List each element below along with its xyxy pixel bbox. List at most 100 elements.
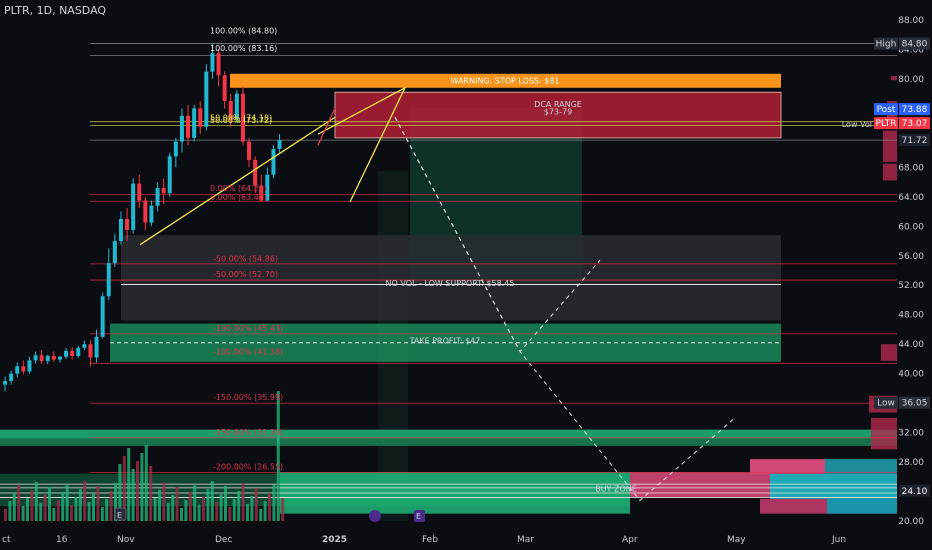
volume-bar [184, 500, 188, 521]
fib-label: -100.00% (41.38) [213, 348, 283, 357]
volume-bar [206, 489, 210, 521]
volume-bar [127, 448, 131, 521]
volume-bar [92, 494, 95, 521]
cursor-value-box [899, 484, 930, 497]
post-value: 73.88 [902, 105, 928, 115]
volume-bar [171, 495, 175, 521]
candle-body [112, 241, 117, 264]
candle-body [222, 75, 227, 102]
volume-bar [43, 495, 47, 521]
low-vol-value-box [899, 134, 930, 147]
fib-label: 50.00% (73.72) [210, 116, 272, 125]
symbol-label-box [874, 117, 898, 130]
candle-body [39, 355, 44, 362]
candle-body [216, 53, 221, 76]
volume-bar [34, 482, 38, 521]
volume-bar [56, 500, 60, 521]
volume-bar [215, 502, 219, 521]
volume-bar [21, 506, 25, 521]
candle-body [259, 185, 264, 201]
price-tick-label: 40.00 [898, 370, 924, 380]
low-vol-label: Low Vol [842, 120, 872, 129]
volume-bar [118, 464, 122, 521]
volume-bar [250, 496, 254, 521]
high-value-box [899, 37, 930, 50]
candle-body [118, 218, 123, 242]
time-tick-label: 16 [56, 535, 68, 545]
volume-bar [136, 461, 139, 521]
price-tick-label: 20.00 [898, 517, 924, 527]
candle-body [64, 350, 69, 357]
volume-bar [193, 484, 197, 521]
candle-body [131, 183, 136, 230]
candle-body [192, 108, 197, 138]
volume-bar [8, 501, 12, 521]
candle-body [57, 356, 62, 360]
candle-body [228, 101, 233, 120]
candle-body [210, 53, 215, 72]
price-tick-label: 60.00 [898, 222, 924, 232]
low-value-box [899, 396, 930, 409]
price-tick-label: 84.00 [898, 45, 924, 55]
low-value: 36.05 [902, 399, 928, 409]
candle-body [247, 141, 252, 160]
time-tick-label: May [727, 535, 746, 545]
candle-body [51, 355, 56, 360]
cursor-value: 24.10 [902, 487, 928, 497]
wedge-lines [317, 86, 407, 203]
volume-bar [140, 453, 144, 521]
symbol-label: PLTR [876, 119, 897, 129]
candle-body [100, 296, 105, 337]
volume-bar [131, 469, 135, 521]
time-tick-label: Jun [831, 535, 846, 545]
volume-bar [276, 391, 280, 521]
volume-bar [65, 484, 69, 521]
symbol-header: PLTR, 1D, NASDAQ [4, 4, 107, 17]
support-band-lower [0, 438, 897, 446]
stop-loss-label: WARNING: STOP LOSS: $81 [450, 76, 559, 85]
volume-bar [100, 507, 104, 521]
price-tick-label: 68.00 [898, 163, 924, 173]
projection-path-b [394, 117, 736, 502]
volume-bar [109, 491, 113, 521]
candle-body [21, 366, 26, 372]
volume-profile-bar [881, 344, 897, 361]
candle-body [137, 183, 142, 201]
candle-body [186, 115, 191, 138]
time-tick-label: Apr [622, 535, 638, 545]
volume-bar [268, 493, 271, 521]
high-value: 84.80 [902, 40, 928, 50]
volume-bar [4, 509, 7, 521]
candle-body [234, 93, 239, 120]
volume-bar [281, 498, 285, 521]
candle-body [106, 263, 111, 297]
volume-bar [263, 501, 267, 521]
volume-bar [175, 487, 179, 521]
candle-body [88, 344, 93, 358]
post-label: Post [877, 105, 896, 115]
volume-bar [83, 481, 87, 521]
volume-bar [87, 502, 91, 521]
volume-bar [12, 493, 16, 521]
price-tick-label: 28.00 [898, 458, 924, 468]
candle-body [277, 140, 282, 149]
fib-label: 100.00% (84.80) [210, 26, 277, 35]
time-axis-bg [0, 528, 932, 550]
dca-range-border [334, 91, 782, 139]
volume-bar [78, 489, 82, 521]
candle-body [15, 366, 20, 374]
post-label-box [874, 103, 898, 116]
volume-bar [105, 499, 109, 521]
candle-body [179, 115, 184, 142]
time-tick-label: Mar [517, 535, 534, 545]
dividend-marker [369, 510, 381, 522]
dca-range-value: $73-79 [544, 107, 572, 116]
high-label: High [876, 40, 897, 50]
volume-bar [153, 498, 157, 521]
candle-body [94, 336, 99, 358]
fib-label: -150.00% (35.99) [213, 393, 283, 402]
earnings-marker-label: E [117, 511, 122, 520]
volume-bar [202, 497, 205, 521]
